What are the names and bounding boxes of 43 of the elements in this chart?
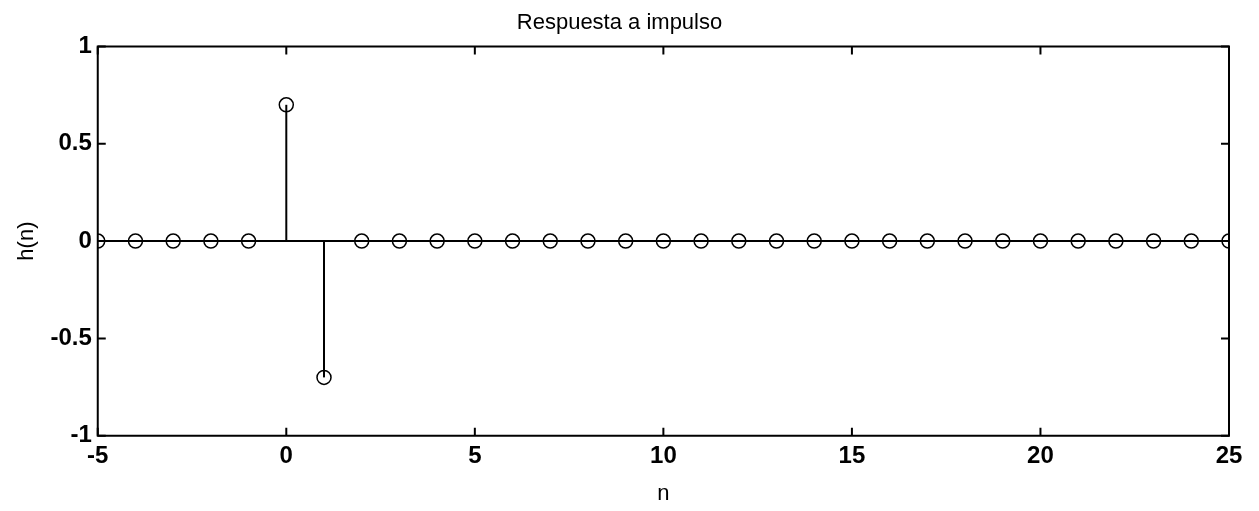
point — [1070, 233, 1086, 249]
y-tick-label: -0.5 — [50, 323, 92, 351]
x-tick-label: 10 — [650, 440, 677, 468]
point — [1032, 233, 1049, 249]
point — [316, 369, 332, 386]
point — [1108, 233, 1124, 249]
point — [353, 233, 370, 249]
point — [165, 233, 181, 249]
point — [995, 233, 1011, 249]
point — [693, 233, 709, 249]
chart-title: Respuesta a impulso — [516, 9, 723, 35]
x-axis-title: n — [657, 479, 670, 505]
x-tick-label: 0 — [279, 440, 293, 468]
x-tick-label: 25 — [1215, 440, 1243, 468]
point — [127, 233, 144, 249]
point — [655, 233, 672, 249]
point — [542, 233, 558, 249]
point — [806, 233, 822, 249]
x-tick-label: 15 — [838, 440, 866, 468]
point — [203, 233, 219, 249]
point — [1183, 233, 1200, 249]
point — [957, 233, 973, 249]
point — [429, 233, 445, 249]
point — [844, 233, 860, 249]
point — [240, 233, 257, 249]
point — [731, 233, 747, 249]
point — [1145, 233, 1162, 249]
point — [881, 233, 898, 249]
point — [617, 233, 634, 249]
point — [504, 233, 521, 249]
y-tick-label: 0 — [78, 225, 92, 253]
point — [391, 233, 408, 249]
x-tick-label: 5 — [468, 440, 482, 468]
point — [580, 233, 596, 249]
y-axis-title: h(n) — [13, 221, 39, 261]
point — [919, 233, 936, 249]
x-tick-label: 20 — [1027, 440, 1054, 468]
y-tick-label: 0.5 — [58, 128, 92, 156]
point — [768, 233, 785, 249]
y-tick-label: -1 — [70, 420, 92, 448]
y-tick-label: 1 — [78, 31, 92, 59]
point — [278, 97, 295, 113]
point — [467, 233, 483, 249]
